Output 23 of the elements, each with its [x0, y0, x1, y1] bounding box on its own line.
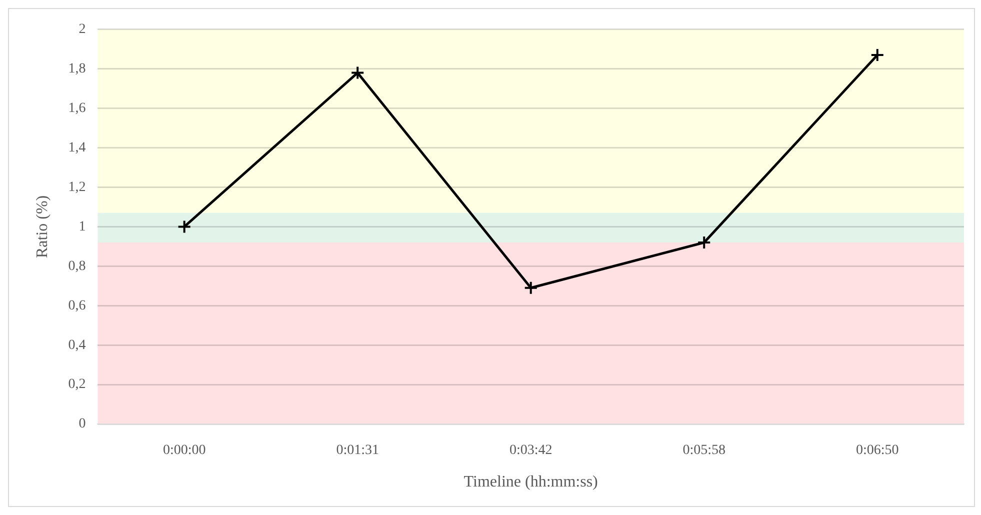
y-tick-label: 1,4 — [68, 140, 86, 156]
x-axis-title: Timeline (hh:mm:ss) — [464, 474, 598, 491]
point — [524, 280, 538, 295]
y-axis-title: Ratio (%) — [34, 195, 51, 258]
point — [177, 220, 192, 234]
y-tick-label: 1,8 — [68, 62, 86, 77]
y-tick-label: 1,2 — [68, 180, 86, 195]
point — [697, 235, 712, 250]
y-tick-label: 0 — [78, 416, 86, 432]
y-tick-label: 0,8 — [68, 258, 86, 274]
x-tick-label: 0:05:58 — [682, 443, 726, 458]
y-tick-label: 0,6 — [68, 298, 86, 314]
y-tick-label: 1,6 — [68, 100, 86, 116]
x-tick-label: 0:00:00 — [162, 443, 206, 458]
x-tick-label: 0:06:50 — [856, 443, 899, 458]
y-tick-label: 0,2 — [68, 377, 86, 392]
y-tick-label: 0,4 — [68, 338, 86, 353]
x-tick-label: 0:03:42 — [509, 443, 552, 458]
y-tick-label: 1 — [78, 219, 86, 234]
x-tick-label: 0:01:31 — [336, 443, 379, 458]
y-tick-label: 2 — [78, 22, 86, 38]
point — [350, 66, 365, 80]
point — [870, 48, 884, 62]
